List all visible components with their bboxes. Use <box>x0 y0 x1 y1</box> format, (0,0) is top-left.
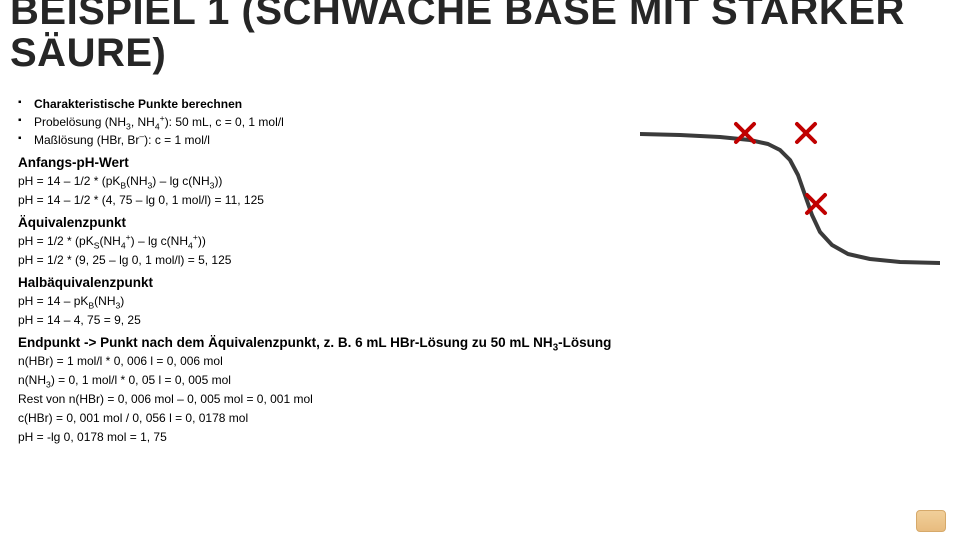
titration-curve-chart <box>640 120 940 280</box>
formula-line: pH = 14 – pKB(NH3) <box>18 294 942 309</box>
formula-line: pH = -lg 0, 0178 mol = 1, 75 <box>18 430 942 445</box>
formula-line: Rest von n(HBr) = 0, 006 mol – 0, 005 mo… <box>18 392 942 407</box>
section-heading: Endpunkt -> Punkt nach dem Äquivalenzpun… <box>18 335 942 350</box>
formula-line: pH = 14 – 4, 75 = 9, 25 <box>18 313 942 328</box>
thumbnail-icon <box>916 510 946 532</box>
chart-markers <box>736 124 825 213</box>
slide-title: BEISPIEL 1 (SCHWACHE BASE MIT STARKER SÄ… <box>10 0 950 74</box>
formula-line: n(HBr) = 1 mol/l * 0, 006 l = 0, 006 mol <box>18 354 942 369</box>
chart-line <box>640 134 940 263</box>
formula-line: c(HBr) = 0, 001 mol / 0, 056 l = 0, 0178… <box>18 411 942 426</box>
x-marker-icon <box>797 124 815 142</box>
bullet-item: Charakteristische Punkte berechnen <box>18 97 942 112</box>
chart-svg <box>640 120 940 280</box>
formula-line: n(NH3) = 0, 1 mol/l * 0, 05 l = 0, 005 m… <box>18 373 942 388</box>
